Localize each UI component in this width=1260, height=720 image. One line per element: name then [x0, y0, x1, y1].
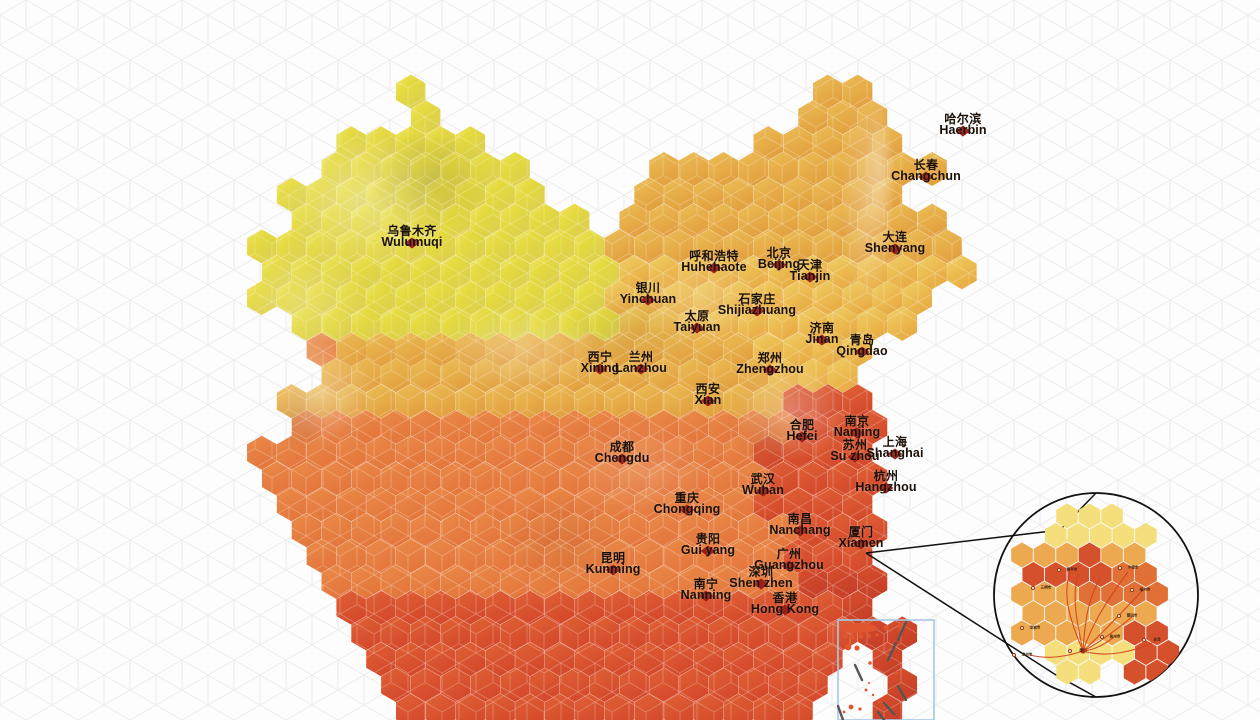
inset-hex-tile [1067, 601, 1090, 626]
inset-hex-tile [1056, 620, 1078, 646]
inset-hex-tile [1090, 601, 1112, 626]
inset-hex-tile [1146, 659, 1168, 685]
inset-hex-tile [1101, 620, 1123, 646]
inset-hex-tile [1056, 503, 1078, 529]
inset-hex-tile [1135, 640, 1157, 665]
inset-hex-tile [1101, 542, 1123, 568]
inset-hex-tile [1056, 659, 1078, 685]
inset-hex-tile [1078, 542, 1101, 568]
inset-hex-tile [1101, 503, 1123, 529]
inset-place-dot [1118, 566, 1122, 570]
inset-hex-tile [1112, 523, 1135, 548]
inset-hex-tile [1135, 601, 1157, 626]
inset-hex-tile [1044, 523, 1067, 548]
inset-hex-tile [1123, 620, 1146, 646]
inset-hex-tile [1135, 523, 1157, 548]
inset-hex-tile [1112, 601, 1135, 626]
inset-hex-tile [1044, 601, 1067, 626]
inset-hex-tile [1146, 620, 1168, 646]
inset-hex-tile [1044, 562, 1067, 587]
inset-place-dot [1142, 638, 1146, 642]
inset-hex-tile [1033, 620, 1056, 646]
inset-hex-tile [1033, 581, 1056, 607]
inset-hex-tile [1011, 581, 1033, 607]
inset-place-dot [1100, 635, 1104, 639]
inset-hex-tile [1067, 523, 1090, 548]
inset-hex-tile [1011, 542, 1033, 568]
inset-hex-tile [1078, 659, 1101, 685]
inset-hex-tile [1090, 523, 1112, 548]
fujian-zoom-inset [865, 492, 1199, 698]
inset-hex-tile [1123, 542, 1146, 568]
inset-hex-tile [1123, 581, 1146, 607]
inset-place-dot [1068, 649, 1072, 653]
inset-hex-tile [1022, 562, 1045, 587]
inset-hex-tile [1044, 640, 1067, 665]
inset-hex-tile [1078, 503, 1101, 529]
south-china-sea-inset [836, 619, 935, 720]
inset-place-dot [1020, 626, 1024, 630]
inset-hex-tile [1135, 562, 1157, 587]
inset-hex-tile [1056, 542, 1078, 568]
inset-place-dot [1031, 586, 1035, 590]
inset-hex-tile [1090, 562, 1112, 587]
inset-place-dot [1130, 588, 1134, 592]
inset-hex-tile [1123, 659, 1146, 685]
inset-hex-tile [1022, 601, 1045, 626]
inset-hex-tile [1011, 620, 1033, 646]
inset-place-dot [1057, 568, 1061, 572]
inset-hex-tile [1033, 542, 1056, 568]
inset-hex-tile [1090, 640, 1112, 665]
inset-place-dot [1012, 653, 1016, 657]
inset-place-dot [1117, 614, 1121, 618]
inset-hex-tile [1112, 562, 1135, 587]
inset-hex-tile [1157, 640, 1180, 665]
inset-hex-tile [1146, 581, 1168, 607]
